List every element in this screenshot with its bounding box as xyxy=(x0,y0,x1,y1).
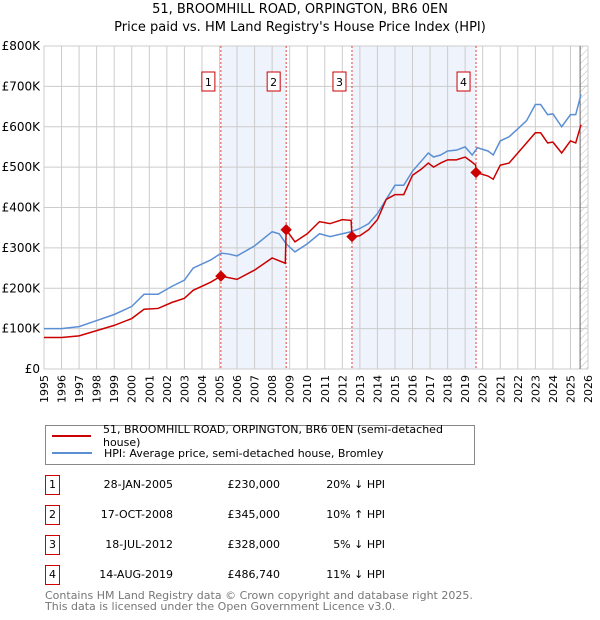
sale-price: £486,740 xyxy=(227,568,281,581)
x-tick-label: 2011 xyxy=(319,375,332,403)
chart-title: 51, BROOMHILL ROAD, ORPINGTON, BR6 0EN xyxy=(152,2,448,17)
legend-item-property: 51, BROOMHILL ROAD, ORPINGTON, BR6 0EN (… xyxy=(46,423,474,449)
legend-label: HPI: Average price, semi-detached house,… xyxy=(104,446,384,460)
x-tick-label: 1996 xyxy=(56,375,69,403)
sale-date: 18-JUL-2012 xyxy=(105,538,173,551)
sale-row: 2 17-OCT-2008 £345,000 10% ↑ HPI xyxy=(45,505,485,525)
x-tick-label: 2023 xyxy=(529,375,542,403)
x-tick-label: 2007 xyxy=(249,375,262,403)
x-tick-label: 2018 xyxy=(442,375,455,403)
sale-date: 28-JAN-2005 xyxy=(103,478,173,491)
sale-flag-label: 4 xyxy=(460,76,467,89)
x-tick-label: 2001 xyxy=(143,375,156,403)
x-tick-label: 2020 xyxy=(477,375,490,403)
y-tick-label: £0 xyxy=(25,362,40,376)
x-tick-label: 2025 xyxy=(564,375,577,403)
footer: Contains HM Land Registry data © Crown c… xyxy=(45,590,473,612)
sale-date: 14-AUG-2019 xyxy=(99,568,173,581)
footer-line: This data is licensed under the Open Gov… xyxy=(45,600,396,613)
hpi-line xyxy=(44,94,582,330)
y-tick-label: £400K xyxy=(2,201,42,215)
x-tick-label: 2016 xyxy=(407,375,420,403)
x-tick-label: 2024 xyxy=(547,375,560,403)
sale-point xyxy=(470,166,482,179)
y-tick-label: £200K xyxy=(2,281,42,295)
legend-swatch-blue xyxy=(52,452,92,454)
x-tick-label: 2002 xyxy=(161,375,174,403)
legend-label: 51, BROOMHILL ROAD, ORPINGTON, BR6 0EN (… xyxy=(102,423,443,449)
x-tick-label: 2008 xyxy=(266,375,279,403)
sale-row: 4 14-AUG-2019 £486,740 11% ↓ HPI xyxy=(45,565,485,585)
sale-flag-box xyxy=(266,71,281,92)
sale-point xyxy=(280,224,292,236)
sale-marker-label: 4 xyxy=(45,565,60,585)
sale-hpi-diff: 20% ↓ HPI xyxy=(326,478,385,491)
x-tick-label: 2015 xyxy=(389,375,402,403)
sale-hpi-diff: 11% ↓ HPI xyxy=(326,568,385,581)
sale-flag-label: 3 xyxy=(336,76,343,89)
x-tick-label: 2026 xyxy=(582,375,595,403)
y-tick-label: £100K xyxy=(2,322,42,336)
sale-price: £328,000 xyxy=(227,538,281,551)
legend-swatch-red xyxy=(52,435,91,437)
plot-area: 1995 1996 1997 1998 1999 2000 2001 2002 2003 2004… xyxy=(2,39,595,403)
sale-marker-label: 1 xyxy=(45,475,60,495)
x-tick-label: 2003 xyxy=(178,375,191,403)
x-tick-label: 2012 xyxy=(336,375,349,403)
sale-price: £345,000 xyxy=(227,508,281,521)
sale-marker-label: 3 xyxy=(45,535,60,555)
y-tick-label: £800K xyxy=(2,39,42,53)
x-tick-label: 2013 xyxy=(354,375,367,403)
sale-hpi-diff: 5% ↓ HPI xyxy=(333,538,385,551)
sale-flag-box xyxy=(332,71,347,92)
x-tick-label: 2014 xyxy=(371,375,384,403)
sale-point xyxy=(346,230,358,243)
sale-marker-label: 2 xyxy=(45,505,60,525)
footer-line: Contains HM Land Registry data © Crown c… xyxy=(45,589,473,602)
x-tick-label: 2017 xyxy=(424,375,437,403)
sale-flag-label: 2 xyxy=(270,76,277,89)
x-tick-label: 2010 xyxy=(301,375,314,403)
legend-item-hpi: HPI: Average price, semi-detached house,… xyxy=(46,445,383,461)
sale-hpi-diff: 10% ↑ HPI xyxy=(326,508,385,521)
sale-point xyxy=(215,270,227,282)
sale-price: £230,000 xyxy=(227,478,281,491)
x-tick-label: 2019 xyxy=(459,375,472,403)
y-tick-label: £600K xyxy=(2,120,42,134)
y-tick-label: £700K xyxy=(2,79,42,93)
x-tick-label: 1998 xyxy=(91,375,104,403)
x-tick-label: 2006 xyxy=(231,375,244,403)
sale-flag-label: 1 xyxy=(205,76,212,89)
sale-flag-box xyxy=(201,71,216,92)
chart-subtitle: Price paid vs. HM Land Registry's House … xyxy=(114,20,486,35)
y-tick-label: £500K xyxy=(2,160,42,174)
sale-date: 17-OCT-2008 xyxy=(100,508,173,521)
x-tick-label: 1997 xyxy=(73,375,86,403)
x-tick-label: 2022 xyxy=(512,375,525,403)
sale-row: 3 18-JUL-2012 £328,000 5% ↓ HPI xyxy=(45,535,485,555)
sale-flag-box xyxy=(456,71,471,92)
x-tick-label: 1995 xyxy=(38,375,51,403)
x-tick-label: 2021 xyxy=(494,375,507,403)
x-tick-label: 2004 xyxy=(196,375,209,403)
price-paid-line xyxy=(44,124,582,339)
x-tick-label: 2005 xyxy=(213,375,226,403)
legend: 51, BROOMHILL ROAD, ORPINGTON, BR6 0EN (… xyxy=(45,423,475,465)
x-tick-label: 2009 xyxy=(284,375,297,403)
x-tick-label: 1999 xyxy=(108,375,121,403)
sale-row: 1 28-JAN-2005 £230,000 20% ↓ HPI xyxy=(45,475,485,495)
x-tick-label: 2000 xyxy=(126,375,139,403)
y-tick-label: £300K xyxy=(2,241,42,255)
